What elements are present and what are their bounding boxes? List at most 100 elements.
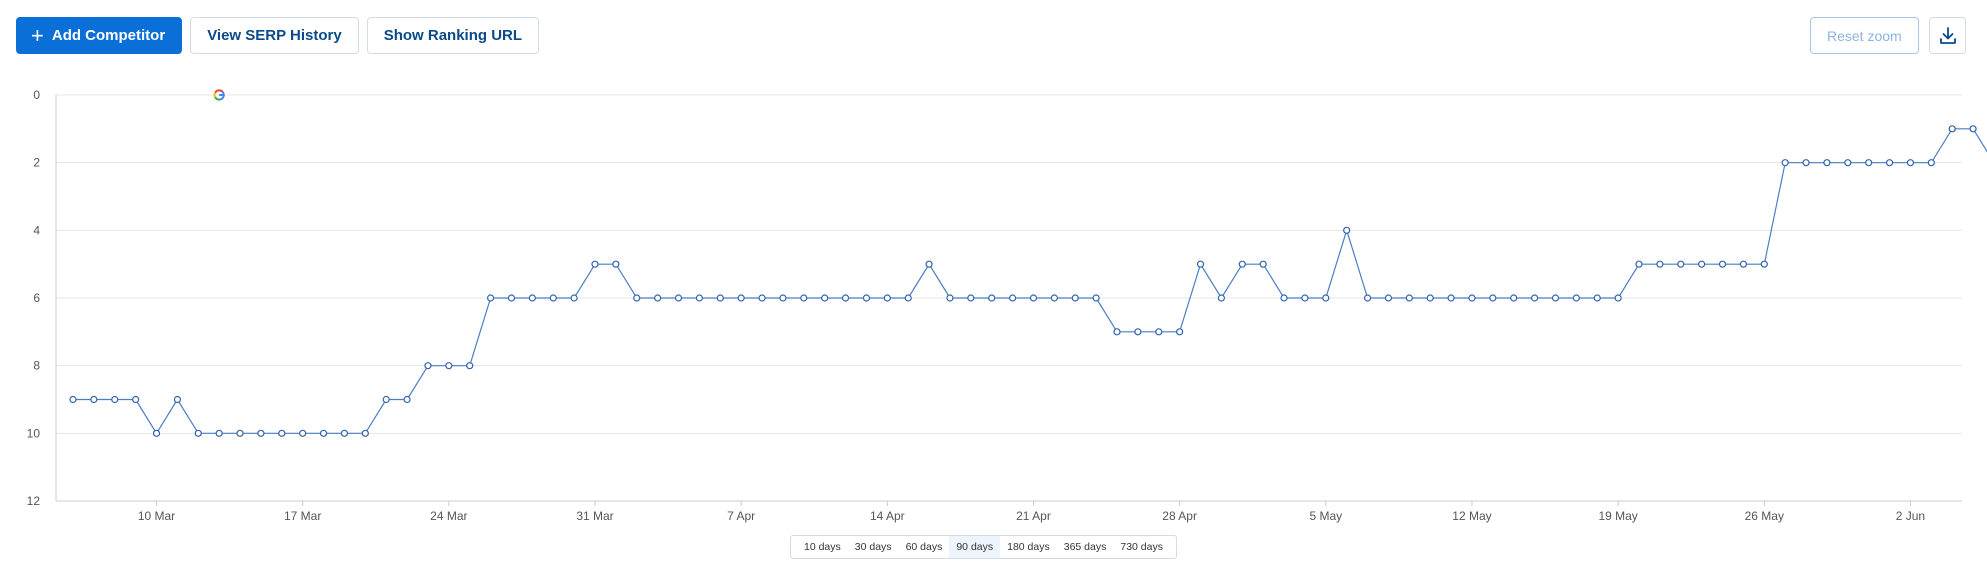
data-point[interactable] [319,429,328,437]
data-point[interactable] [1280,294,1288,302]
data-point[interactable] [1948,125,1956,133]
data-point[interactable] [466,362,474,370]
data-point[interactable] [445,362,453,370]
view-serp-history-button[interactable]: View SERP History [190,17,359,54]
data-point[interactable] [1468,294,1476,302]
data-point[interactable] [1301,294,1309,302]
data-point[interactable] [612,260,620,268]
data-point[interactable] [361,429,369,437]
data-point[interactable] [1885,159,1894,167]
data-point[interactable] [132,395,140,404]
data-point[interactable] [1739,260,1748,268]
range-option[interactable]: 730 days [1120,541,1163,553]
data-point[interactable] [236,429,244,437]
data-point[interactable] [1906,159,1915,167]
data-point[interactable] [299,429,307,437]
data-point[interactable] [90,395,98,404]
data-point[interactable] [1530,294,1539,302]
data-point[interactable] [1113,328,1121,336]
data-point[interactable] [257,429,265,437]
data-point[interactable] [1155,328,1163,336]
data-point[interactable] [1698,260,1706,268]
data-point[interactable] [779,294,787,302]
data-point[interactable] [1781,159,1789,167]
data-point[interactable] [1718,260,1727,268]
data-point[interactable] [1217,294,1226,302]
data-point[interactable] [1196,260,1205,268]
range-option[interactable]: 30 days [854,541,892,553]
data-point[interactable] [1614,294,1622,302]
data-point[interactable] [716,294,724,302]
range-option[interactable]: 90 days [949,536,1001,558]
data-point[interactable] [1802,159,1810,167]
data-point[interactable] [1551,294,1560,302]
data-point[interactable] [69,395,77,404]
data-point[interactable] [800,294,808,302]
data-point[interactable] [925,260,933,268]
data-point[interactable] [946,294,954,302]
data-point[interactable] [173,395,181,404]
data-point[interactable] [1322,294,1330,302]
data-point[interactable] [1865,159,1873,167]
data-point[interactable] [1635,260,1643,268]
range-option[interactable]: 10 days [804,541,841,553]
data-point[interactable] [1050,294,1058,302]
data-point[interactable] [1447,294,1455,302]
range-option[interactable]: 180 days [1007,541,1050,553]
data-point[interactable] [507,294,516,302]
data-point[interactable] [1405,294,1413,302]
data-point[interactable] [1927,159,1935,167]
data-point[interactable] [862,294,871,302]
reset-zoom-button[interactable]: Reset zoom [1810,17,1919,54]
data-point[interactable] [549,294,557,302]
data-point[interactable] [1238,260,1246,268]
google-icon[interactable] [213,89,225,101]
data-point[interactable] [904,294,912,302]
data-point[interactable] [591,260,599,268]
range-option[interactable]: 60 days [905,541,943,553]
data-point[interactable] [1029,294,1038,302]
data-point[interactable] [1343,226,1351,234]
data-point[interactable] [758,294,766,302]
data-point[interactable] [1071,294,1079,302]
data-point[interactable] [111,395,119,404]
ranking-chart[interactable]: 0 2 4 6 8 10 12 10 Mar 17 Mar 24 Mar 31 Mar 7 Apr 14… [0,0,1987,535]
data-point[interactable] [1008,294,1017,302]
data-point[interactable] [1823,159,1831,167]
data-point[interactable] [340,429,349,437]
data-point[interactable] [841,294,850,302]
data-point[interactable] [737,294,745,302]
data-point[interactable] [1489,294,1497,302]
data-point[interactable] [674,294,683,302]
data-point[interactable] [988,294,996,302]
data-point[interactable] [1656,260,1664,268]
data-point[interactable] [1593,294,1601,302]
data-point[interactable] [967,294,975,302]
data-point[interactable] [695,294,704,302]
data-point[interactable] [528,294,536,302]
data-point[interactable] [633,294,641,302]
data-point[interactable] [1969,125,1977,133]
data-point[interactable] [1572,294,1580,302]
data-point[interactable] [1426,294,1434,302]
range-option[interactable]: 365 days [1063,541,1107,553]
add-competitor-button[interactable]: + Add Competitor [16,17,183,54]
data-point[interactable] [152,429,161,437]
data-point[interactable] [654,294,662,302]
data-point[interactable] [1760,260,1768,268]
data-point[interactable] [570,294,578,302]
data-point[interactable] [424,362,432,370]
data-point[interactable] [1363,294,1372,302]
data-point[interactable] [1677,260,1685,268]
data-point[interactable] [1092,294,1100,302]
data-point[interactable] [1384,294,1393,302]
show-ranking-url-button[interactable]: Show Ranking URL [366,17,540,54]
data-point[interactable] [1259,260,1267,268]
data-point[interactable] [1510,294,1518,302]
data-point[interactable] [883,294,891,302]
data-point[interactable] [1844,159,1852,167]
data-point[interactable] [1134,328,1142,336]
data-point[interactable] [278,429,286,437]
data-point[interactable] [821,294,829,302]
data-point[interactable] [382,395,390,404]
